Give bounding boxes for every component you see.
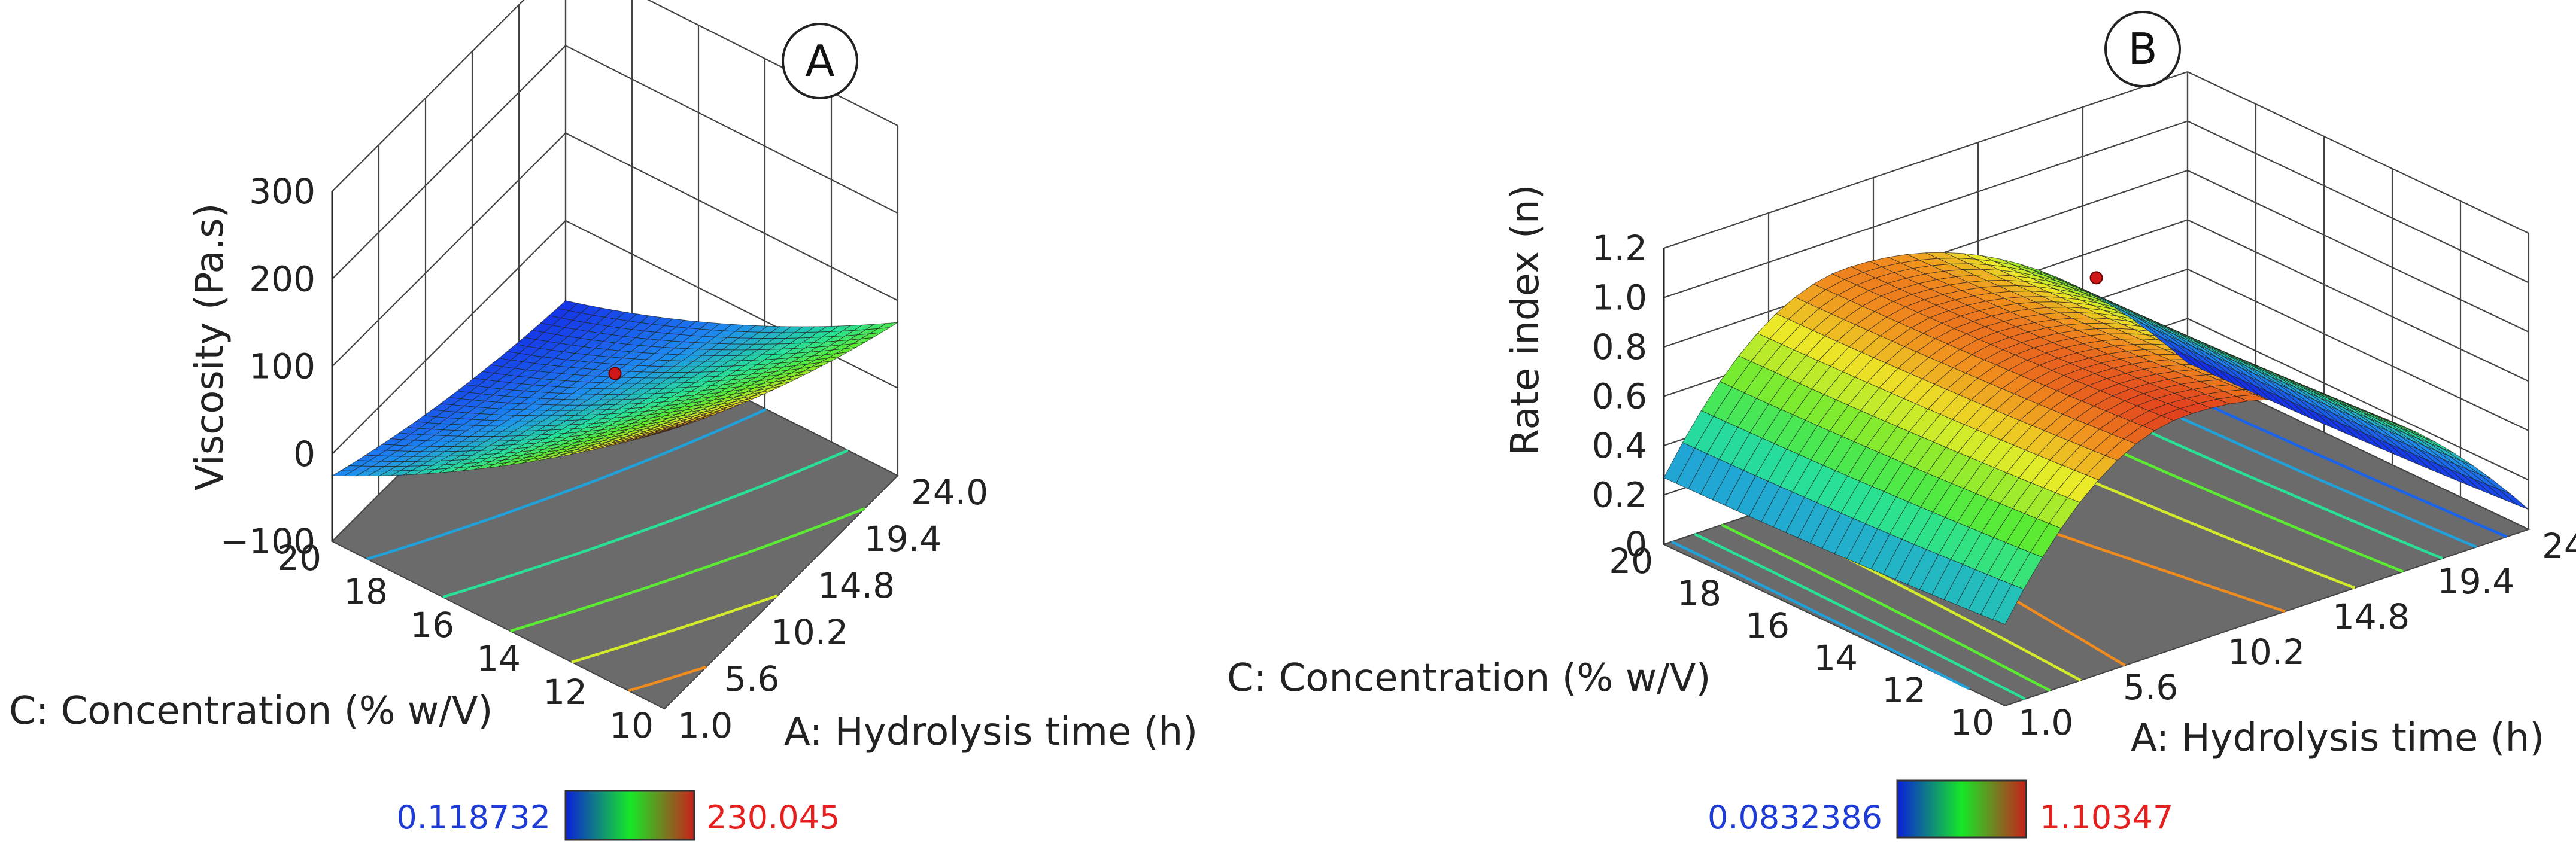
wall-gridline — [565, 45, 898, 214]
wall-gridline — [2187, 269, 2529, 431]
a-tick-label: 14.8 — [818, 565, 895, 606]
c-axis-title: C: Concentration (% w/V) — [9, 689, 493, 733]
z-tick-label: 0.4 — [1592, 425, 1647, 466]
c-ticks: 20 18 16 14 12 10 — [1609, 541, 1994, 743]
z-axis-title: Rate index (n) — [1503, 184, 1548, 455]
z-tick-label: 0.8 — [1592, 327, 1647, 367]
z-tick-label: 300 — [249, 171, 315, 212]
z-axis-title: Viscosity (Pa.s) — [188, 203, 232, 491]
a-tick-label: 24.0 — [911, 472, 988, 513]
c-tick-label: 20 — [277, 538, 321, 578]
contour-line — [1671, 389, 2477, 690]
c-tick-label: 18 — [1677, 573, 1721, 614]
wall-gridline — [2187, 219, 2529, 382]
c-tick-label: 10 — [1950, 702, 1994, 743]
panel-label: A — [805, 36, 834, 86]
surface-cell — [1663, 442, 1696, 484]
contour-line — [442, 449, 849, 599]
c-tick-label: 20 — [1609, 541, 1653, 581]
z-tick-label: 0.2 — [1592, 475, 1647, 516]
panel-label-circle — [2104, 11, 2181, 87]
wall-gridline — [2187, 318, 2529, 481]
a-ticks: 24.0 19.4 14.8 10.2 5.6 1.0 — [2018, 526, 2576, 743]
surface-cell — [331, 470, 354, 477]
c-ticks: 20 18 16 14 12 10 — [277, 538, 654, 746]
panel-label: B — [2128, 24, 2157, 74]
z-tick-label: 0 — [293, 434, 315, 474]
z-ticks: 300 200 100 0 −100 — [220, 171, 315, 562]
c-tick-label: 18 — [344, 571, 388, 612]
a-ticks: 24.0 19.4 14.8 10.2 5.6 1.0 — [678, 472, 988, 746]
wall-gridline — [2187, 120, 2529, 284]
z-tick-label: 0.6 — [1592, 376, 1647, 417]
wall-gridline — [332, 45, 566, 280]
a-tick-label: 1.0 — [2018, 702, 2073, 743]
z-tick-label: 1.0 — [1592, 278, 1647, 318]
panel-label-circle — [782, 23, 858, 99]
colorbar-min: 0.118732 — [396, 799, 551, 836]
design-point — [2089, 271, 2103, 285]
z-tick-label: 1.2 — [1592, 228, 1647, 269]
colorbar — [564, 790, 695, 841]
colorbar-max: 1.10347 — [2040, 799, 2173, 836]
a-tick-label: 24.0 — [2542, 526, 2576, 566]
contour-line — [628, 665, 707, 692]
contour-line — [571, 594, 779, 664]
a-tick-label: 5.6 — [2123, 667, 2178, 708]
c-tick-label: 16 — [1745, 605, 1790, 646]
wall-gridline — [1663, 71, 2188, 249]
wall-gridline — [647, 0, 898, 126]
a-tick-label: 14.8 — [2332, 596, 2410, 637]
a-axis-title: A: Hydrolysis time (h) — [784, 710, 1198, 754]
a-axis-title: A: Hydrolysis time (h) — [2131, 716, 2544, 760]
a-tick-label: 10.2 — [771, 612, 848, 653]
z-tick-label: 0 — [1625, 524, 1647, 565]
c-tick-label: 16 — [410, 605, 454, 645]
colorbar — [1896, 779, 2027, 839]
panel-a: A Viscosity (Pa.s) C: Concentration (% w… — [9, 0, 1198, 841]
wall-gridline — [332, 132, 566, 367]
a-tick-label: 19.4 — [2437, 561, 2514, 602]
c-tick-label: 14 — [476, 638, 521, 679]
wall-gridline — [332, 220, 566, 455]
z-tick-label: −100 — [220, 521, 315, 562]
wall-gridline — [565, 132, 898, 301]
c-tick-label: 12 — [543, 672, 587, 712]
a-tick-label: 19.4 — [864, 519, 941, 559]
c-tick-label: 10 — [609, 705, 654, 746]
contour-line — [509, 507, 865, 633]
wall-gridline — [332, 0, 525, 192]
a-tick-label: 1.0 — [678, 705, 733, 746]
c-tick-label: 14 — [1813, 638, 1858, 678]
c-tick-label: 12 — [1882, 670, 1926, 711]
wall-gridline — [565, 220, 898, 389]
wall-gridline — [1663, 120, 2188, 298]
colorbar-max: 230.045 — [706, 799, 840, 836]
a-tick-label: 5.6 — [724, 659, 779, 699]
c-axis-title: C: Concentration (% w/V) — [1227, 656, 1711, 700]
z-tick-label: 200 — [249, 258, 315, 299]
contour-line — [366, 407, 767, 560]
wall-gridline — [2187, 71, 2529, 234]
a-tick-label: 10.2 — [2228, 632, 2305, 672]
panel-b: B Rate index (n) C: Concentration (% w/V… — [1227, 11, 2576, 839]
colorbar-min: 0.0832386 — [1708, 799, 1882, 836]
wall-gridline — [2187, 170, 2529, 333]
z-ticks: 1.2 1.0 0.8 0.6 0.4 0.2 0 — [1592, 228, 1647, 565]
z-tick-label: 100 — [249, 346, 315, 387]
design-point — [608, 367, 622, 380]
